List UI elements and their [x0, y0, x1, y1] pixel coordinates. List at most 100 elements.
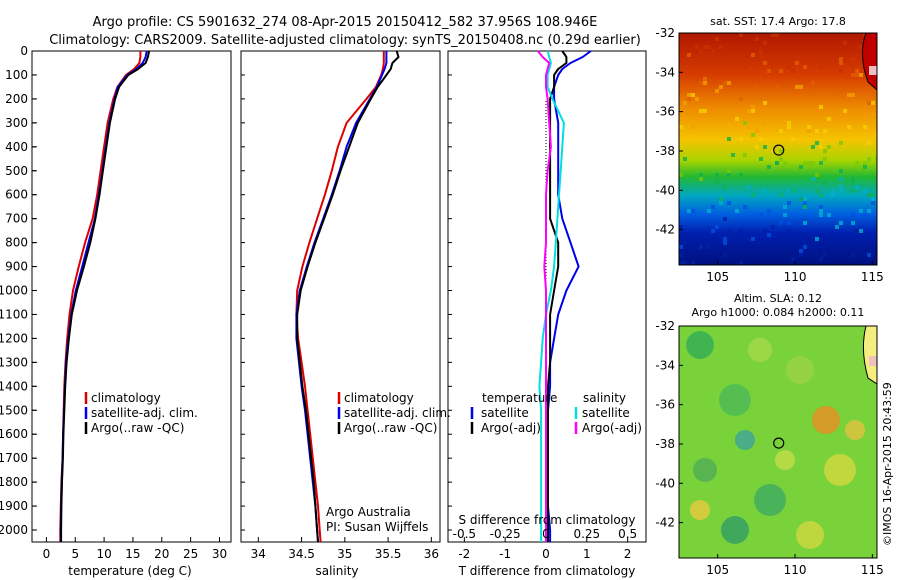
- sst-pixel: [715, 181, 719, 185]
- sst-pixel: [727, 173, 731, 177]
- sst-pixel: [803, 241, 807, 245]
- sst-pixel: [847, 125, 851, 129]
- sst-pixel: [811, 177, 815, 181]
- sst-pixel: [863, 189, 867, 193]
- sst-pixel: [691, 209, 695, 213]
- sst-pixel: [851, 213, 855, 217]
- sst-pixel: [699, 49, 703, 53]
- sst-pixel: [867, 253, 871, 257]
- sst-pixel: [743, 153, 747, 157]
- sst-pixel: [771, 217, 775, 221]
- sst-pixel: [819, 145, 823, 149]
- legend-label-s-argo: Argo(-adj): [582, 421, 642, 435]
- lat-tick-label: -40: [655, 476, 675, 490]
- argo-australia-label: Argo Australia: [326, 505, 411, 519]
- sst-pixel: [763, 121, 767, 125]
- x-tick-label: -1: [499, 547, 511, 561]
- sst-pixel: [867, 209, 871, 213]
- sst-pixel: [787, 125, 791, 129]
- sst-pixel: [683, 233, 687, 237]
- coastline-land: [862, 33, 877, 91]
- x-tick-label: 20: [154, 547, 169, 561]
- sst-pixel: [871, 201, 875, 205]
- coastline-land: [862, 326, 877, 385]
- sst-pixel: [699, 245, 703, 249]
- sst-pixel: [683, 61, 687, 65]
- sst-pixel: [715, 37, 719, 41]
- depth-tick-label: 1900: [0, 499, 28, 513]
- sst-pixel: [795, 61, 799, 65]
- x-tick-label-s: 0.25: [573, 527, 600, 541]
- sst-pixel: [815, 237, 819, 241]
- sst-pixel: [855, 229, 859, 233]
- sst-pixel: [747, 185, 751, 189]
- lon-tick-label: 115: [861, 270, 884, 284]
- sst-pixel: [687, 209, 691, 213]
- sst-pixel: [727, 81, 731, 85]
- sst-pixel: [823, 253, 827, 257]
- sst-pixel: [739, 261, 743, 265]
- sst-pixel: [695, 45, 699, 49]
- sst-pixel: [839, 69, 843, 73]
- x-tick-label-s: -0.25: [490, 527, 521, 541]
- sst-pixel: [707, 245, 711, 249]
- sst-pixel: [855, 161, 859, 165]
- sst-pixel: [727, 169, 731, 173]
- difference-legend: temperature salinity satellite Argo(-adj…: [470, 391, 642, 435]
- sst-pixel: [787, 221, 791, 225]
- sst-pixel: [863, 125, 867, 129]
- sst-pixel: [755, 129, 759, 133]
- lat-tick-label: -32: [655, 319, 675, 333]
- sst-pixel: [723, 81, 727, 85]
- sst-pixel: [779, 221, 783, 225]
- sst-pixel: [775, 85, 779, 89]
- lat-tick-label: -42: [655, 516, 675, 530]
- sst-pixel: [823, 157, 827, 161]
- sst-pixel: [819, 209, 823, 213]
- series-line-climatology: [295, 51, 385, 543]
- x-tick-label-s: 0: [542, 527, 550, 541]
- depth-tick-label: 300: [5, 116, 28, 130]
- sst-pixel: [695, 97, 699, 101]
- sst-pixel: [839, 89, 843, 93]
- salinity-legend: climatology satellite-adj. clim. Argo(..…: [326, 391, 451, 534]
- sst-pixel: [803, 245, 807, 249]
- sst-pixel: [699, 81, 703, 85]
- x-tick-label: 0: [542, 547, 550, 561]
- land-patch: [869, 356, 877, 366]
- depth-tick-label: 1200: [0, 331, 28, 345]
- depth-tick-label: 800: [5, 236, 28, 250]
- sst-pixel: [747, 237, 751, 241]
- sst-pixel: [787, 229, 791, 233]
- series-line-t-argo-adj-: [547, 50, 568, 542]
- sst-pixel: [803, 205, 807, 209]
- sst-pixel: [819, 105, 823, 109]
- sst-pixel: [787, 201, 791, 205]
- lat-tick-label: -38: [655, 144, 675, 158]
- depth-tick-label: 1600: [0, 427, 28, 441]
- sst-pixel: [839, 61, 843, 65]
- depth-tick-label: 2000: [0, 523, 28, 537]
- sst-pixel: [811, 145, 815, 149]
- legend-header-salinity: salinity: [583, 391, 626, 405]
- sla-map-subtitle: Argo h1000: 0.084 h2000: 0.11: [692, 306, 865, 319]
- sst-pixel: [711, 229, 715, 233]
- sst-pixel: [727, 229, 731, 233]
- sst-pixel: [679, 253, 683, 257]
- sst-pixel: [823, 181, 827, 185]
- sst-pixel: [859, 229, 863, 233]
- sst-pixel: [683, 101, 687, 105]
- sst-pixel: [863, 213, 867, 217]
- sst-pixel: [859, 73, 863, 77]
- sst-pixel: [679, 245, 683, 249]
- sst-pixel: [799, 197, 803, 201]
- series-line-argo-raw-qc-: [60, 50, 151, 542]
- sst-pixel: [831, 193, 835, 197]
- sst-pixel: [827, 213, 831, 217]
- sst-pixel: [739, 33, 743, 37]
- sst-pixel: [771, 149, 775, 153]
- sst-pixel: [691, 125, 695, 129]
- sst-pixel: [679, 125, 683, 129]
- header-line-2: Climatology: CARS2009. Satellite-adjuste…: [49, 33, 641, 48]
